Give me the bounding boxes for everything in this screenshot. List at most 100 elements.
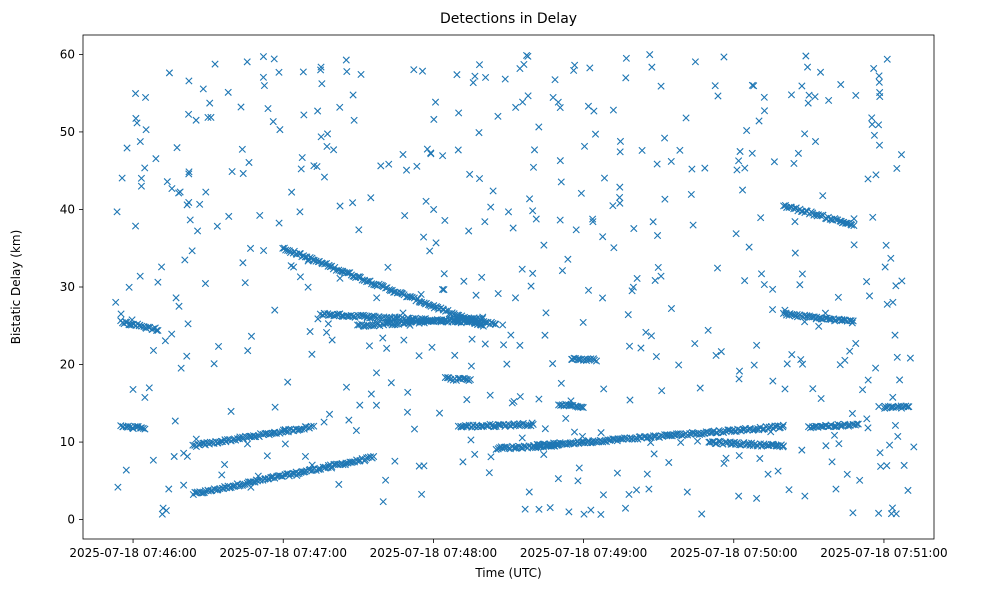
data-point [322,328,331,337]
data-point [585,438,593,446]
data-point [471,450,479,458]
data-point [883,55,891,63]
data-point [432,239,440,247]
data-point [897,151,906,159]
data-point [504,208,513,216]
data-point [661,195,669,203]
data-point [768,306,777,314]
data-point [736,147,744,156]
data-point [844,422,853,430]
data-point [296,208,304,216]
data-point [377,162,385,170]
data-point [256,211,264,220]
data-point [891,331,899,339]
data-point [308,350,316,358]
data-point [202,188,210,196]
data-point [521,505,529,513]
data-point [835,440,843,448]
y-tick-label: 10 [60,435,75,449]
data-point [562,414,570,423]
data-point [349,91,357,99]
data-point [509,224,517,232]
data-point [853,420,861,428]
data-point [141,93,150,102]
data-point [834,293,842,301]
data-point [535,123,543,131]
data-point [383,344,391,352]
data-point [430,115,438,123]
data-point [467,362,475,370]
data-point [172,294,180,302]
data-point [385,160,393,168]
data-point [141,164,149,172]
data-point [773,442,781,450]
data-point [600,385,608,393]
data-point [410,425,419,433]
data-point [529,420,537,429]
data-point [875,402,883,411]
data-point [657,272,665,280]
data-point [131,89,140,98]
data-point [756,454,764,463]
data-point [622,74,630,82]
data-point [567,397,575,405]
plot-frame [82,34,935,540]
data-point [477,321,485,329]
data-point [154,326,162,335]
data-point [317,133,325,141]
data-point [144,323,152,331]
data-point [893,353,901,361]
data-point [471,72,479,80]
data-point [654,263,662,272]
data-point [204,113,212,122]
data-point [310,422,318,430]
data-point [706,429,715,437]
data-point [849,509,857,517]
data-point [598,294,607,302]
data-point [487,453,495,461]
data-point [691,58,699,66]
data-point [503,360,511,368]
data-point [854,420,862,428]
data-point [781,385,789,393]
data-point [689,221,697,229]
data-point [540,241,548,249]
data-point [591,130,600,138]
data-point [653,160,661,168]
data-point [162,506,170,515]
data-point [529,163,538,171]
data-point [868,114,876,122]
data-point [905,403,913,411]
data-point [579,318,587,326]
data-point [196,200,204,208]
data-point [732,230,740,238]
data-point [825,96,833,105]
data-point [328,336,336,344]
data-point [301,452,310,461]
data-point [307,422,315,430]
data-point [220,460,229,469]
data-point [564,440,573,448]
data-point [401,211,409,220]
data-point [712,351,720,360]
data-point [454,146,462,154]
data-point [501,75,509,83]
data-point [159,504,167,512]
data-point [733,166,741,174]
data-point [298,425,306,433]
data-point [753,494,761,502]
data-point [308,461,316,469]
data-point [475,61,484,69]
data-point [532,215,540,223]
data-point [200,488,208,497]
data-point [440,286,448,294]
data-point [796,281,804,289]
data-point [269,118,277,126]
data-point [546,504,554,512]
data-point [227,407,235,415]
data-point [260,246,268,255]
data-point [798,360,807,368]
data-point [876,93,884,101]
data-point [801,318,809,326]
data-point [872,364,880,372]
